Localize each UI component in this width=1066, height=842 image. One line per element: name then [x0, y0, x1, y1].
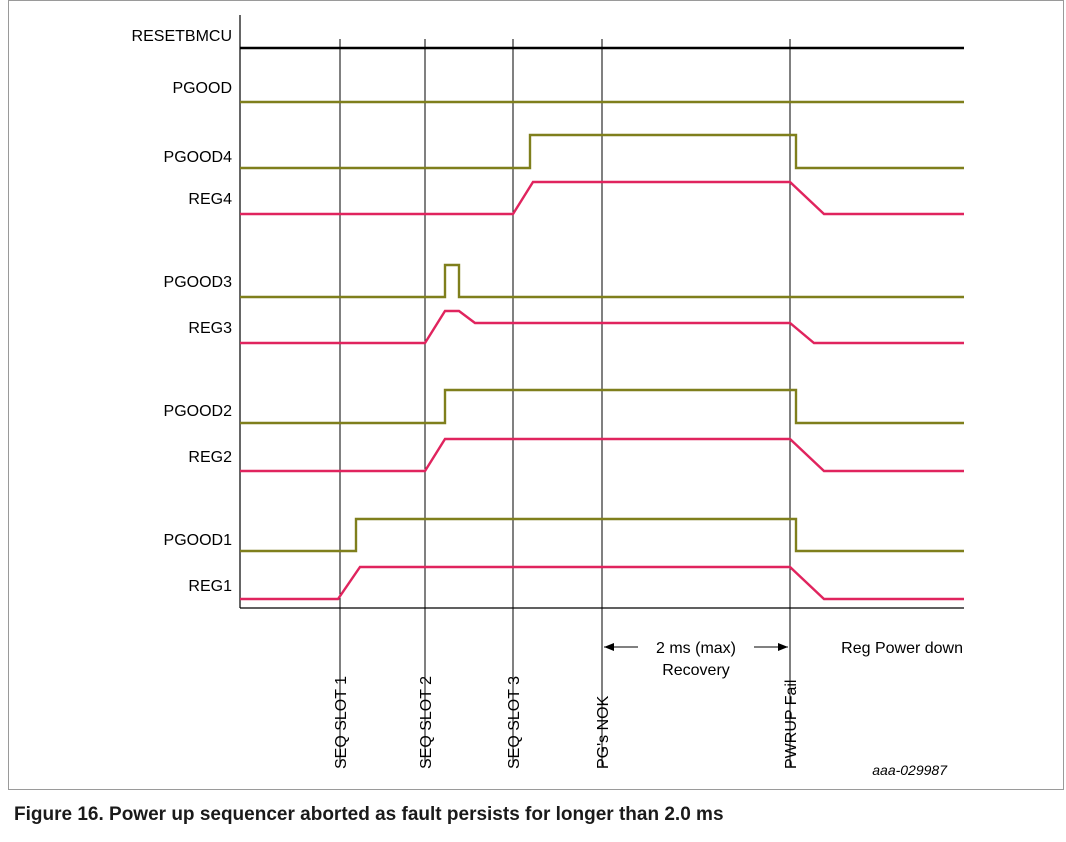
- signal-label-pgood2: PGOOD2: [164, 403, 233, 420]
- waveform-pgood3: [240, 263, 964, 299]
- recovery-arrowhead-left: [604, 643, 614, 651]
- marker-label-pwrup-fail: PWRUP Fail: [783, 680, 800, 770]
- marker-label-seq-slot-1: SEQ SLOT 1: [333, 676, 350, 769]
- timing-diagram: RESETBMCU PGOOD PGOOD4 REG4 PGOOD3 REG3 …: [132, 15, 964, 778]
- signal-label-pgood1: PGOOD1: [164, 532, 233, 549]
- signal-label-pgood3: PGOOD3: [164, 274, 233, 291]
- signal-label-reg1: REG1: [188, 578, 232, 595]
- waveform-pgood1: [240, 517, 964, 553]
- waveform-reg2: [240, 437, 964, 473]
- figure-id: aaa-029987: [872, 762, 948, 778]
- signal-label-reg2: REG2: [188, 449, 232, 466]
- signal-label-reg3: REG3: [188, 320, 232, 337]
- waveform-reg1: [240, 565, 964, 601]
- marker-label-pgs-nok: PG's NOK: [595, 695, 612, 769]
- signal-label-resetbmcu: RESETBMCU: [132, 28, 232, 45]
- signal-label-reg4: REG4: [188, 191, 232, 208]
- waveform-pgood2: [240, 388, 964, 425]
- recovery-arrowhead-right: [778, 643, 788, 651]
- marker-label-seq-slot-3: SEQ SLOT 3: [506, 676, 523, 769]
- reg-power-down-label: Reg Power down: [841, 640, 963, 657]
- recovery-label-bottom: Recovery: [662, 662, 730, 679]
- waveform-pgood4: [240, 133, 964, 170]
- figure-frame: RESETBMCU PGOOD PGOOD4 REG4 PGOOD3 REG3 …: [8, 0, 1064, 790]
- signal-label-pgood4: PGOOD4: [164, 149, 233, 166]
- marker-label-seq-slot-2: SEQ SLOT 2: [418, 676, 435, 769]
- recovery-label-top: 2 ms (max): [656, 640, 736, 657]
- figure-caption: Figure 16. Power up sequencer aborted as…: [14, 804, 724, 825]
- waveform-reg4: [240, 180, 964, 216]
- waveform-reg3: [240, 309, 964, 345]
- signal-label-pgood: PGOOD: [172, 80, 232, 97]
